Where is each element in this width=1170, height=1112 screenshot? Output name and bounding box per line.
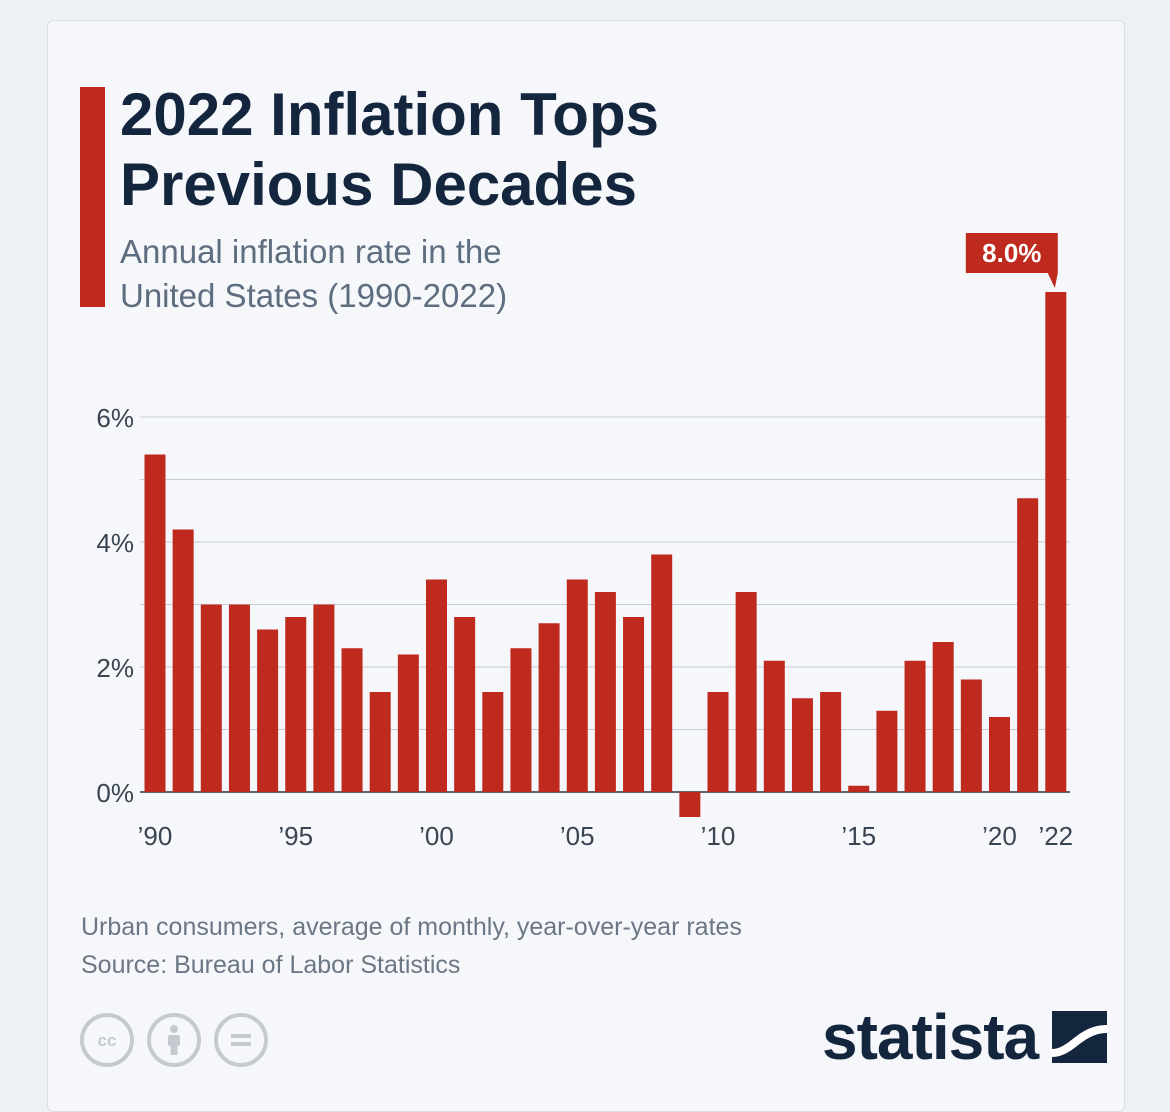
x-tick-label-2010: ’10 [701, 821, 736, 851]
y-tick-label-4: 4% [96, 528, 134, 558]
bar-2015 [848, 785, 870, 792]
bar-1992 [200, 604, 222, 792]
bar-2006 [594, 592, 616, 792]
cc-icon[interactable]: cc [80, 1013, 134, 1067]
x-tick-label-2020: ’20 [982, 821, 1017, 851]
attribution-icon[interactable] [147, 1013, 201, 1067]
title-line-1: 2022 Inflation Tops [120, 81, 659, 148]
y-tick-label-6: 6% [96, 403, 134, 433]
bar-1993 [228, 604, 250, 792]
y-tick-label-0: 0% [96, 778, 134, 808]
bar-2007 [623, 617, 645, 792]
x-tick-label-2015: ’15 [841, 821, 876, 851]
footnote-source: Source: Bureau of Labor Statistics [81, 951, 461, 979]
bar-1997 [341, 648, 363, 792]
title-accent-bar [80, 87, 105, 307]
bar-2011 [735, 592, 757, 792]
chart-card [47, 20, 1125, 1112]
brand-name: statista [822, 1001, 1039, 1073]
bar-2003 [510, 648, 532, 792]
bar-1999 [397, 654, 419, 792]
bar-2005 [566, 579, 588, 792]
x-tick-label-2000: ’00 [419, 821, 454, 851]
bar-2020 [989, 717, 1010, 792]
bar-2008 [651, 554, 673, 792]
statista-logo-icon [1052, 1011, 1108, 1063]
bar-2009 [679, 792, 701, 817]
bar-2017 [904, 660, 926, 792]
bar-2016 [876, 710, 898, 792]
footnote: Urban consumers, average of monthly, yea… [81, 908, 742, 984]
chart-subtitle: Annual inflation rate in the United Stat… [120, 230, 720, 318]
bar-2002 [482, 692, 504, 792]
bar-2004 [538, 623, 560, 792]
bar-2010 [707, 692, 729, 792]
x-tick-label-1995: ’95 [278, 821, 313, 851]
bar-2019 [960, 679, 982, 792]
annotation-callout-box [965, 233, 1058, 288]
license-icons: cc [80, 1013, 268, 1067]
bar-2022 [1045, 292, 1067, 792]
bar-2012 [763, 660, 785, 792]
x-tick-label-2022: ’22 [1038, 821, 1073, 851]
x-tick-label-2005: ’05 [560, 821, 595, 851]
bar-1995 [285, 617, 307, 792]
bar-1994 [257, 629, 279, 792]
bar-2014 [820, 692, 842, 792]
y-tick-label-2: 2% [96, 653, 134, 683]
bar-2001 [454, 617, 476, 792]
bar-2021 [1017, 498, 1039, 792]
subtitle-line-2: United States (1990-2022) [120, 277, 508, 314]
subtitle-line-1: Annual inflation rate in the [120, 233, 502, 270]
title-line-2: Previous Decades [120, 151, 637, 218]
bar-2018 [932, 642, 954, 792]
x-tick-label-1990: ’90 [138, 821, 173, 851]
statista-brand[interactable]: statista [822, 1001, 1108, 1073]
no-derivatives-icon[interactable] [214, 1013, 268, 1067]
bar-2013 [791, 698, 813, 792]
bar-1996 [313, 604, 335, 792]
chart-title: 2022 Inflation Tops Previous Decades [120, 80, 1020, 220]
annotation-label: 8.0% [982, 238, 1041, 268]
bar-1990 [144, 454, 166, 792]
footnote-description: Urban consumers, average of monthly, yea… [81, 913, 742, 941]
bar-1998 [369, 692, 391, 792]
bar-2000 [426, 579, 447, 792]
svg-text:cc: cc [98, 1031, 117, 1050]
bar-1991 [172, 529, 194, 792]
